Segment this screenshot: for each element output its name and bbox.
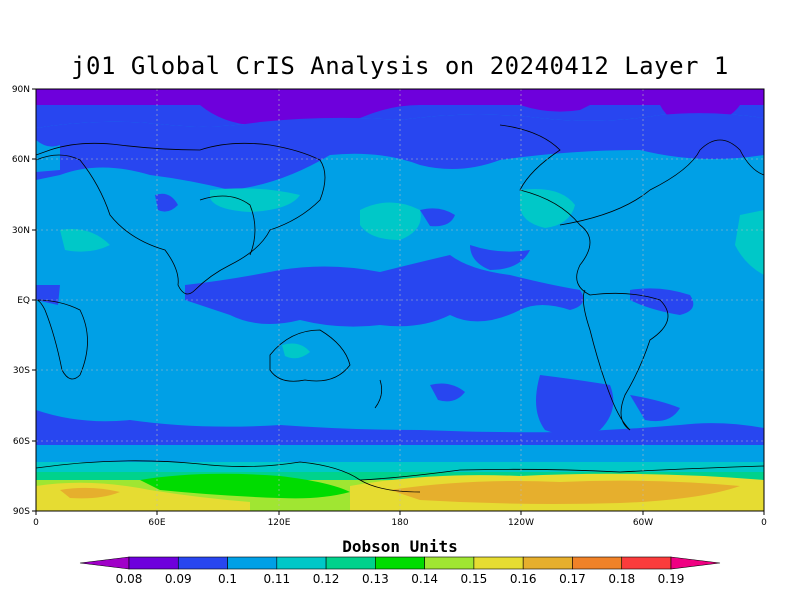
colorbar-segment [621,556,672,570]
lat-axis: 90N 60N 30N EQ 30S 60S 90S [12,85,36,517]
colorbar-label: 0.16 [510,572,537,586]
colorbar-label: 0.09 [165,572,192,586]
colorbar-label: 0.12 [313,572,340,586]
lat-tick-label: 60N [12,155,30,165]
colorbar-label: 0.15 [461,572,488,586]
colorbar-segment [375,556,425,570]
colorbar-segment [522,556,573,570]
lon-tick-label: 0 [761,518,767,528]
colorbar-segment [79,556,130,570]
colorbar-label: 0.18 [608,572,635,586]
lat-tick-label: 90S [13,507,30,517]
colorbar-label: 0.19 [658,572,685,586]
colorbar-segment [128,556,179,570]
map-title: j01 Global CrIS Analysis on 20240412 Lay… [71,52,729,80]
coastlines [36,124,764,493]
colorbar-segment [177,556,228,570]
lat-tick-label: 30S [13,366,30,376]
colorbar-label: 0.13 [362,572,389,586]
colorbar-label: 0.17 [559,572,586,586]
colorbar-label: 0.08 [116,572,143,586]
colorbar-label: 0.1 [218,572,237,586]
lon-axis: 0 60E 120E 180 120W 60W 0 [33,511,767,528]
colorbar-segment [325,556,376,570]
colorbar-segment [424,556,475,570]
lon-tick-label: 180 [391,518,408,528]
lon-tick-label: 60W [633,518,653,528]
colorbar-units: Dobson Units [342,537,458,556]
lat-tick-label: 90N [12,85,30,95]
lon-tick-label: 0 [33,518,39,528]
lon-tick-label: 120W [508,518,534,528]
colorbar-label: 0.14 [411,572,438,586]
colorbar: 0.08 0.09 0.1 0.11 0.12 0.13 0.14 0.15 0.16 0.17 0… [79,556,721,586]
colorbar-label: 0.11 [263,572,290,586]
lon-tick-label: 60E [148,518,165,528]
lon-tick-label: 120E [268,518,291,528]
colorbar-segment [227,556,278,570]
colorbar-segment [670,556,721,570]
lat-tick-label: EQ [17,296,30,306]
graticule [36,89,764,511]
colorbar-segment [572,556,623,570]
colorbar-segment [276,556,327,570]
colorbar-segment [473,556,524,570]
lat-tick-label: 60S [13,437,30,447]
lat-tick-label: 30N [12,226,30,236]
